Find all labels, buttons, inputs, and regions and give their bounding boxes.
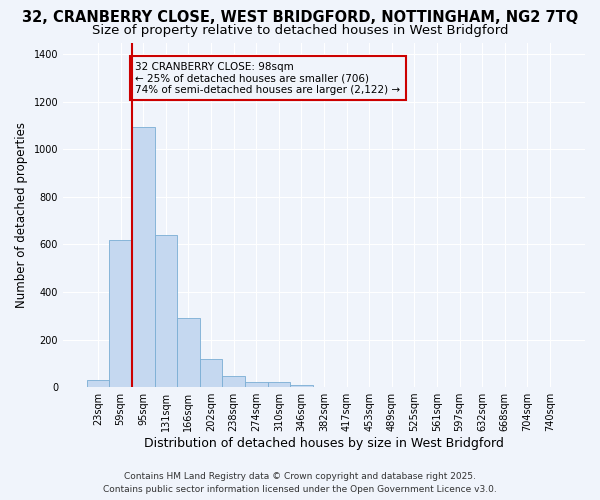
Y-axis label: Number of detached properties: Number of detached properties	[15, 122, 28, 308]
Bar	[200, 358, 223, 387]
Bar	[109, 240, 132, 387]
Text: Contains HM Land Registry data © Crown copyright and database right 2025.
Contai: Contains HM Land Registry data © Crown c…	[103, 472, 497, 494]
Bar	[268, 382, 290, 387]
Bar	[245, 382, 268, 387]
Bar	[223, 376, 245, 387]
Bar	[155, 235, 177, 387]
Bar	[87, 380, 109, 387]
Text: 32, CRANBERRY CLOSE, WEST BRIDGFORD, NOTTINGHAM, NG2 7TQ: 32, CRANBERRY CLOSE, WEST BRIDGFORD, NOT…	[22, 10, 578, 25]
X-axis label: Distribution of detached houses by size in West Bridgford: Distribution of detached houses by size …	[144, 437, 504, 450]
Bar	[177, 318, 200, 387]
Text: Size of property relative to detached houses in West Bridgford: Size of property relative to detached ho…	[92, 24, 508, 37]
Bar	[132, 127, 155, 387]
Bar	[290, 384, 313, 387]
Text: 32 CRANBERRY CLOSE: 98sqm
← 25% of detached houses are smaller (706)
74% of semi: 32 CRANBERRY CLOSE: 98sqm ← 25% of detac…	[136, 62, 400, 94]
